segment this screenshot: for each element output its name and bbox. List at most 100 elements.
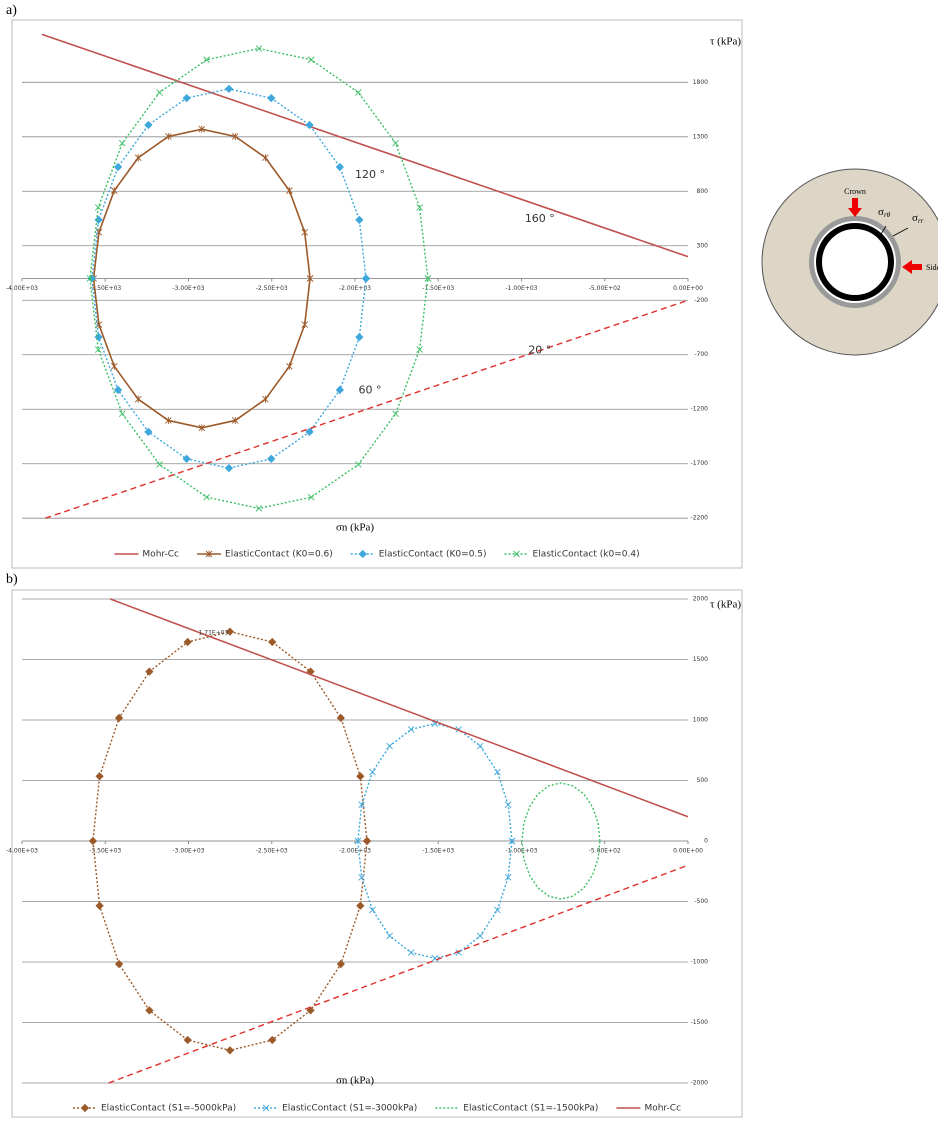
marker	[267, 93, 276, 103]
marker	[118, 410, 126, 418]
marker	[262, 154, 269, 162]
legend-label: ElasticContact (K0=0.6)	[225, 550, 333, 560]
x-tick-label: -1.00E+03	[506, 285, 538, 292]
stress-arrow	[892, 227, 909, 237]
marker	[286, 362, 293, 370]
y-tick-label: 1800	[693, 79, 708, 86]
series-line	[41, 33, 689, 258]
marker	[358, 873, 365, 881]
annotation: 1.71E+03	[199, 629, 229, 636]
stress-arrow	[879, 225, 887, 237]
x-tick-label: -1.00E+03	[506, 848, 538, 855]
marker	[94, 215, 103, 224]
annotation: 60 °	[358, 384, 381, 397]
stress-label: σrr	[912, 212, 924, 225]
marker	[88, 836, 98, 846]
y-tick-label: 300	[697, 242, 709, 249]
legend-label: ElasticContact (k0=0.4)	[533, 550, 640, 560]
crown-arrow	[848, 198, 862, 217]
x-tick-label: -3.50E+03	[89, 848, 121, 855]
marker	[407, 726, 415, 733]
marker	[203, 56, 210, 64]
x-tick-label: -2.50E+03	[256, 285, 288, 292]
marker	[307, 56, 315, 64]
marker	[110, 362, 118, 370]
marker	[182, 93, 191, 103]
marker	[494, 768, 501, 776]
series-line	[521, 782, 601, 900]
legend-label: ElasticContact (S1=-3000kPa)	[282, 1104, 417, 1114]
legend-label: ElasticContact (S1=-1500kPa)	[463, 1104, 598, 1114]
series-line	[108, 864, 689, 1084]
marker	[392, 139, 399, 147]
chart-frame	[11, 589, 743, 1118]
annotation: 160 °	[525, 212, 555, 225]
marker	[431, 955, 439, 962]
marker	[255, 45, 263, 52]
y-tick-label: -1500	[691, 1019, 709, 1026]
series-line	[109, 598, 689, 818]
marker	[355, 332, 364, 342]
marker	[156, 461, 163, 468]
subscript: rr	[918, 217, 924, 225]
marker	[145, 667, 154, 676]
series-line	[45, 299, 689, 519]
marker	[494, 906, 501, 914]
y-tick-label: 800	[697, 188, 709, 195]
marker	[113, 162, 123, 172]
marker	[369, 906, 376, 914]
annotation: 120 °	[355, 168, 385, 181]
x-axis-title: σn (kPa)	[336, 1075, 374, 1087]
marker	[94, 346, 102, 353]
marker	[268, 1035, 277, 1045]
marker	[255, 505, 263, 512]
marker	[476, 742, 484, 750]
legend-label: Mohr-Cc	[142, 550, 179, 560]
symbol: σ	[878, 206, 884, 218]
marker	[225, 627, 235, 636]
marker	[231, 416, 239, 424]
marker	[203, 493, 210, 501]
marker	[306, 1006, 315, 1015]
marker	[95, 901, 104, 910]
marker	[369, 768, 376, 776]
y-tick-label: -1700	[691, 460, 709, 467]
y-tick-label: -2200	[691, 515, 709, 522]
marker	[144, 427, 153, 437]
marker	[504, 873, 512, 881]
marker	[134, 154, 142, 162]
y-axis-title: τ (kPa)	[710, 36, 741, 48]
x-tick-label: -4.00E+03	[6, 848, 38, 855]
marker	[386, 932, 393, 940]
marker	[354, 837, 362, 845]
marker	[476, 932, 484, 940]
marker	[183, 1035, 192, 1045]
marker	[156, 89, 163, 96]
crown-label: Crown	[844, 187, 866, 196]
marker	[268, 637, 277, 647]
y-tick-label: -1000	[691, 959, 709, 966]
legend-label: ElasticContact (S1=-5000kPa)	[101, 1104, 236, 1114]
chart-frame	[11, 19, 743, 569]
marker	[336, 713, 345, 723]
marker	[95, 321, 103, 329]
y-tick-label: -1200	[691, 406, 709, 413]
marker	[355, 89, 362, 96]
marker	[455, 949, 463, 956]
y-tick-label: 0	[704, 838, 708, 845]
marker	[87, 274, 97, 283]
marker	[305, 120, 314, 130]
marker	[392, 410, 399, 418]
y-tick-label: 2000	[693, 596, 708, 603]
panel-label: a)	[6, 3, 17, 18]
marker	[504, 801, 512, 809]
marker	[305, 427, 314, 437]
marker	[362, 836, 372, 846]
marker	[198, 424, 206, 432]
marker	[145, 1006, 154, 1015]
marker	[183, 637, 192, 647]
legend: Mohr-Cc ElasticContact (K0=0.6) ElasticCon…	[114, 550, 640, 560]
marker	[110, 187, 118, 195]
legend-label: ElasticContact (K0=0.5)	[379, 550, 487, 560]
